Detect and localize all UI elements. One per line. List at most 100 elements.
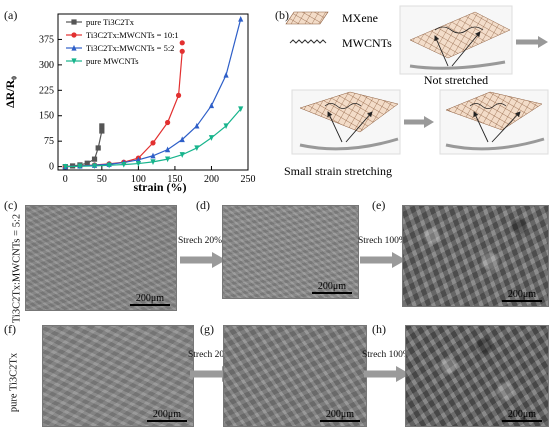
panel-label-b: (b): [275, 8, 289, 22]
row2-sample-label: pure Ti3C2Tx: [8, 352, 20, 413]
scale-label: 200μm: [507, 289, 537, 300]
stretch-20-label: Strech 20%: [178, 236, 223, 246]
stretch-100-label: Strech 100%: [362, 350, 411, 360]
data-point: [165, 119, 171, 126]
y-tick-label: 375: [39, 34, 54, 45]
data-point: [71, 58, 77, 65]
scale-bar-line: [320, 420, 360, 422]
data-point: [95, 145, 101, 151]
series-3: [62, 106, 244, 170]
data-point: [223, 71, 229, 78]
panel-label-g: (g): [200, 322, 214, 336]
sem-image-e: 200μm: [402, 205, 549, 307]
sem-image-f: 200μm: [42, 325, 194, 427]
data-point: [179, 40, 185, 46]
data-point: [238, 15, 244, 22]
stretch-20-label: Strech 20%: [188, 350, 233, 360]
data-point: [208, 102, 215, 109]
row1-sample-label: Ti3C2Tx:MWCNTs = 5:2: [11, 213, 23, 324]
legend-label: Ti3C2Tx:MWCNTs = 10:1: [86, 30, 179, 40]
small-strain-illustration: [291, 89, 401, 155]
legend-label: pure Ti3C2Tx: [86, 17, 135, 27]
sensing-mechanism-schematic: MXene MWCNTs Not stretched Small strain …: [284, 5, 549, 178]
data-point: [179, 136, 185, 143]
panel-label-c: (c): [4, 198, 18, 212]
legend-label: pure MWCNTs: [86, 56, 139, 66]
data-point: [165, 156, 171, 163]
data-point: [223, 123, 229, 130]
data-point: [150, 159, 156, 165]
scale-bar-line: [502, 300, 542, 302]
y-axis-label: ΔR/R₀: [3, 76, 17, 108]
stretch-arrow-100: Strech 100%: [358, 236, 414, 272]
scale-bar-line: [130, 304, 170, 306]
data-point: [150, 140, 156, 146]
x-axis-label: strain (%): [134, 180, 187, 194]
stretch-arrow-20: Strech 20%: [178, 236, 234, 272]
data-point: [179, 48, 185, 54]
y-tick-label: 150: [39, 111, 54, 122]
data-point: [71, 19, 77, 25]
data-point: [106, 162, 112, 169]
x-tick-label: 100: [131, 174, 146, 185]
x-tick-label: 50: [97, 174, 107, 185]
x-tick-label: 150: [167, 174, 182, 185]
panel-label-e: (e): [372, 198, 386, 212]
panel-label-h: (h): [372, 322, 386, 336]
y-tick-label: 75: [44, 136, 54, 147]
not-stretched-illustration: [399, 5, 513, 75]
sem-image-g: 200μm: [223, 325, 367, 427]
data-point: [77, 163, 83, 170]
stretch-100-label: Strech 100%: [358, 236, 407, 246]
y-tick-label: 300: [39, 60, 54, 71]
data-point: [121, 161, 127, 168]
data-point: [91, 163, 98, 170]
y-tick-label: 225: [39, 85, 54, 96]
scale-bar-line: [312, 292, 352, 294]
data-point: [208, 135, 215, 141]
x-tick-label: 250: [241, 174, 256, 185]
data-point: [194, 122, 200, 129]
data-point: [135, 160, 141, 167]
data-point: [62, 164, 68, 170]
scale-bar-line: [502, 420, 542, 422]
panel-label-f: (f): [4, 322, 16, 336]
x-tick-label: 0: [63, 174, 68, 185]
data-point: [99, 123, 105, 129]
scale-label: 200μm: [152, 409, 182, 420]
sem-image-d: 200μm: [222, 205, 359, 299]
chart-legend: pure Ti3C2Tx Ti3C2Tx:MWCNTs = 10:1 Ti3C2Tx…: [66, 17, 179, 66]
data-point: [194, 145, 200, 152]
legend-label: Ti3C2Tx:MWCNTs = 5:2: [86, 43, 174, 53]
small-strain-caption: Small strain stretching: [284, 164, 392, 178]
scale-label: 200μm: [135, 293, 165, 304]
data-point: [150, 152, 156, 159]
data-point: [91, 156, 98, 162]
chart-axes: 0 50 100 150 200 250 0 75 150 225 300 375: [39, 13, 256, 185]
data-point: [179, 152, 185, 158]
chart-series: [62, 15, 244, 170]
not-stretched-caption: Not stretched: [424, 73, 488, 87]
scale-label: 200μm: [317, 281, 347, 292]
mwcnt-legend-label: MWCNTs: [342, 36, 392, 50]
scale-bar-line: [147, 420, 187, 422]
series-line: [65, 51, 183, 168]
panel-label-a: (a): [4, 8, 18, 22]
strain-response-chart: 0 50 100 150 200 250 0 75 150 225 300 375 pure Ti3C…: [3, 13, 256, 194]
data-point: [99, 128, 105, 134]
y-tick-label: 0: [49, 162, 54, 173]
plot-frame: [57, 13, 249, 171]
data-point: [71, 44, 77, 51]
scale-label: 200μm: [325, 409, 355, 420]
stretch-arrow-100-row2: Strech 100%: [362, 350, 418, 386]
mwcnt-legend-icon: [289, 39, 327, 44]
data-point: [71, 32, 77, 38]
panel-label-d: (d): [196, 198, 210, 212]
stretched-illustration: [439, 89, 549, 155]
series-0: [62, 128, 105, 170]
data-point: [238, 106, 244, 113]
scale-label: 200μm: [507, 409, 537, 420]
sem-image-h: 200μm: [405, 325, 549, 427]
mxene-legend-icon: [285, 11, 329, 25]
sem-image-c: 200μm: [25, 205, 177, 311]
